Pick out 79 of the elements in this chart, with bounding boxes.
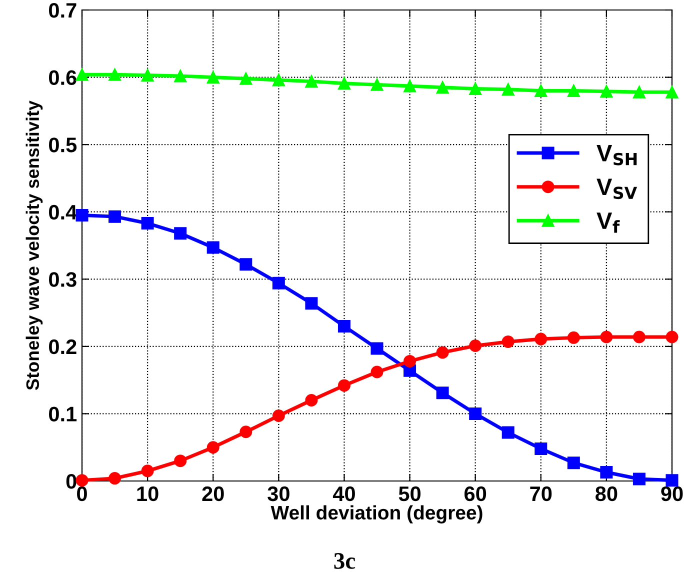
point [469,407,482,420]
point [305,297,318,310]
x-tick-label: 0 [77,486,87,502]
x-tick-label: 80 [596,486,618,502]
y-tick-label: 0 [66,474,76,489]
point [469,82,482,95]
x-tick-label: 40 [332,486,355,502]
point [567,84,580,97]
y-tick-label: 0.2 [49,339,76,354]
point [666,330,678,344]
x-tick-label: 20 [202,486,224,502]
point [502,83,514,96]
point [534,84,548,97]
point [141,464,154,478]
point [370,342,384,355]
text: 3c [334,553,356,569]
point [600,330,613,344]
point [272,409,285,422]
point [469,340,482,352]
point [305,75,318,88]
point [272,276,285,290]
point [174,227,187,240]
point [240,72,252,85]
y-tick-label: 0.4 [49,204,78,220]
point [370,78,384,91]
point [436,346,449,359]
legend-label: V$_{SH}$ [596,144,637,166]
point [206,441,220,454]
point [502,426,514,439]
point [502,335,514,348]
point [76,208,88,222]
point [534,332,548,346]
x-tick-label: 30 [268,486,290,502]
point [240,258,252,271]
point [141,217,154,230]
point [240,426,252,438]
point [108,68,122,81]
x-tick-label: 10 [137,486,158,502]
x-tick-label: 50 [398,486,421,502]
y-tick-label: 0.7 [49,3,76,18]
y-axis-title: Stoneley wave velocity sensitivity [26,100,43,390]
point [272,74,285,86]
legend-label: V$_{SV}$ [596,178,638,200]
point [108,472,122,485]
y-tick-label: 0.6 [49,70,76,86]
legend-label: V$_{f}$ [596,212,620,233]
point [174,454,187,468]
point [600,85,613,98]
point [141,69,154,82]
point [206,241,220,254]
y-tick-label: 0.1 [49,406,77,422]
point [338,379,350,392]
point [404,354,416,368]
point [666,86,678,98]
point [666,474,678,487]
point [108,210,122,223]
point [370,366,384,378]
point [305,394,318,407]
point [632,330,646,344]
point [632,472,646,486]
point [76,68,88,81]
point [567,331,580,344]
y-tick-label: 0.5 [49,138,77,152]
y-tick-label: 0.3 [49,272,76,287]
x-tick-label: 60 [464,486,486,502]
x-tick-label: 70 [530,486,552,502]
point [404,80,416,92]
x-tick-label: 90 [661,486,683,502]
point [338,77,350,90]
point [436,386,449,400]
point [174,70,187,82]
x-axis-title: Well deviation (degree) [270,505,482,524]
point [206,71,220,84]
point [436,81,449,94]
point [632,86,646,98]
point [567,456,580,470]
point [534,442,548,455]
point [600,466,613,479]
point [338,320,350,332]
